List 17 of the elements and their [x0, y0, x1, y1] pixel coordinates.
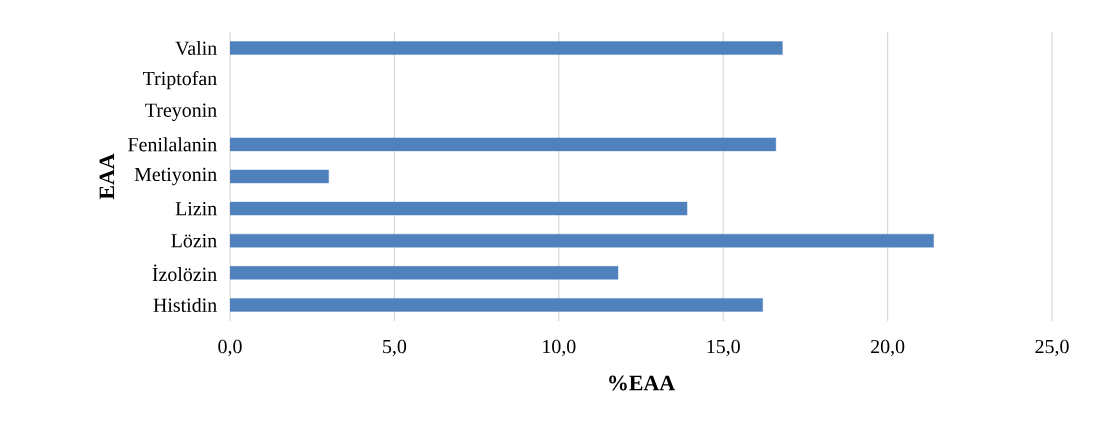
x-tick-label: 5,0: [383, 339, 407, 357]
y-tick-label: Triptofan: [142, 71, 217, 90]
y-tick-label: Treyonin: [145, 103, 217, 122]
x-tick-label: 25,0: [1035, 339, 1069, 357]
y-tick-label: Valin: [175, 40, 217, 56]
x-tick-label: 15,0: [707, 339, 740, 357]
y-tick-label: Fenilalanin: [128, 137, 217, 152]
y-tick-label: İzolözin: [152, 264, 217, 282]
x-tick-label: 10,0: [543, 339, 576, 357]
x-tick-label: 0,0: [218, 339, 242, 357]
y-tick-label: Lözin: [171, 234, 217, 248]
y-tick-label: Metiyonin: [134, 167, 217, 186]
x-tick-label: 20,0: [871, 339, 905, 357]
x-axis-title: %EAA: [609, 375, 675, 391]
y-tick-label: Histidin: [153, 297, 217, 312]
y-tick-label: Lizin: [175, 202, 217, 216]
y-axis-title: EAA: [99, 153, 115, 200]
